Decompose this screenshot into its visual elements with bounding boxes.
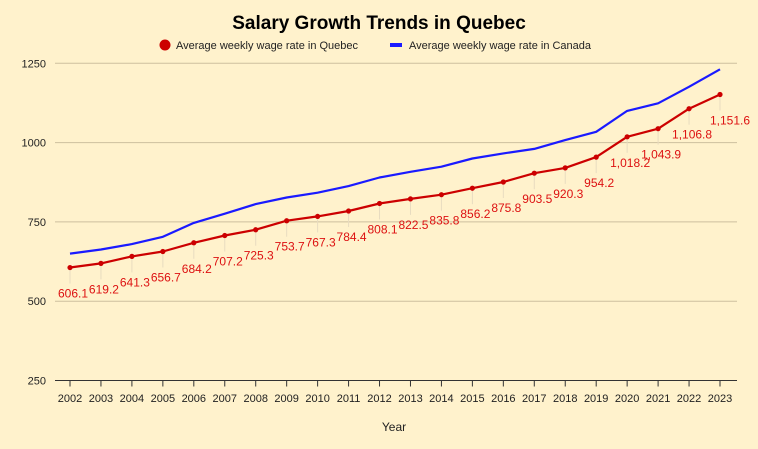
data-label: 619.2 bbox=[89, 282, 119, 296]
legend-marker-quebec bbox=[159, 39, 171, 51]
data-label: 725.3 bbox=[244, 249, 274, 263]
data-point bbox=[284, 218, 290, 224]
data-point bbox=[315, 213, 321, 220]
x-tick-label: 2006 bbox=[182, 393, 206, 405]
x-tick-label: 2021 bbox=[646, 393, 670, 405]
x-tick-label: 2013 bbox=[398, 393, 422, 405]
data-label: 903.5 bbox=[522, 192, 552, 206]
x-tick-label: 2016 bbox=[491, 393, 515, 405]
data-label: 954.2 bbox=[584, 176, 614, 190]
data-point bbox=[98, 260, 104, 266]
x-tick-label: 2009 bbox=[274, 393, 298, 405]
x-tick-label: 2015 bbox=[460, 393, 484, 405]
data-point bbox=[500, 179, 506, 185]
legend: Average weekly wage rate in Quebec Avera… bbox=[159, 39, 592, 52]
data-label: 856.2 bbox=[460, 207, 490, 221]
data-label: 1,018.2 bbox=[610, 156, 650, 170]
x-tick-label: 2005 bbox=[151, 393, 175, 405]
data-point bbox=[407, 196, 414, 202]
x-tick-label: 2010 bbox=[305, 393, 329, 405]
data-point bbox=[376, 200, 383, 207]
data-label: 641.3 bbox=[120, 275, 150, 289]
data-label: 1,043.9 bbox=[641, 148, 681, 162]
x-tick-label: 2014 bbox=[429, 393, 453, 405]
data-point bbox=[531, 170, 537, 176]
data-point bbox=[562, 165, 568, 171]
x-tick-label: 2002 bbox=[58, 393, 82, 405]
series-line-canada bbox=[69, 68, 721, 255]
x-tick-label: 2007 bbox=[213, 393, 237, 405]
data-label: 606.1 bbox=[58, 287, 88, 301]
data-label: 707.2 bbox=[213, 254, 243, 268]
y-tick-label: 1250 bbox=[22, 58, 46, 70]
data-point bbox=[624, 134, 630, 140]
y-tick-label: 250 bbox=[28, 376, 46, 388]
data-point bbox=[438, 192, 445, 198]
data-label: 1,151.6 bbox=[710, 114, 750, 128]
data-point bbox=[222, 232, 228, 239]
data-label: 767.3 bbox=[306, 235, 336, 249]
data-label: 684.2 bbox=[182, 262, 212, 276]
data-label: 875.8 bbox=[491, 201, 521, 215]
x-tick-label: 2004 bbox=[120, 393, 144, 405]
data-point bbox=[686, 106, 692, 112]
x-tick-label: 2012 bbox=[367, 393, 391, 405]
data-point bbox=[160, 248, 166, 255]
data-point bbox=[593, 154, 599, 160]
chart-title: Salary Growth Trends in Quebec bbox=[232, 13, 526, 34]
y-tick-label: 1000 bbox=[22, 138, 46, 150]
legend-label-quebec: Average weekly wage rate in Quebec bbox=[176, 40, 359, 52]
x-tick-label: 2020 bbox=[615, 393, 639, 405]
series-line-quebec bbox=[69, 93, 721, 269]
data-label: 835.8 bbox=[429, 214, 459, 228]
x-tick-label: 2022 bbox=[677, 393, 701, 405]
data-label: 784.4 bbox=[337, 230, 367, 244]
x-tick-label: 2019 bbox=[584, 393, 608, 405]
data-point bbox=[717, 91, 723, 98]
data-label: 1,106.8 bbox=[672, 128, 712, 142]
x-tick-label: 2017 bbox=[522, 393, 546, 405]
x-tick-label: 2008 bbox=[243, 393, 267, 405]
data-point bbox=[129, 253, 135, 259]
x-axis-title: Year bbox=[382, 420, 406, 434]
legend-marker-canada bbox=[390, 43, 402, 47]
data-point bbox=[253, 227, 259, 233]
y-tick-label: 750 bbox=[28, 217, 46, 229]
x-tick-label: 2023 bbox=[708, 393, 732, 405]
data-point bbox=[469, 185, 475, 191]
data-label: 822.5 bbox=[398, 218, 428, 232]
data-point bbox=[345, 208, 352, 214]
data-point bbox=[191, 240, 197, 246]
data-label: 656.7 bbox=[151, 270, 181, 284]
x-tick-label: 2011 bbox=[337, 393, 361, 405]
data-label: 920.3 bbox=[553, 187, 583, 201]
data-point bbox=[655, 126, 661, 132]
x-tick-label: 2018 bbox=[553, 393, 577, 405]
data-label: 753.7 bbox=[275, 240, 305, 254]
data-label: 808.1 bbox=[368, 222, 398, 236]
legend-label-canada: Average weekly wage rate in Canada bbox=[409, 40, 592, 52]
y-tick-label: 500 bbox=[28, 296, 46, 308]
x-tick-label: 2003 bbox=[89, 393, 113, 405]
data-point bbox=[67, 264, 73, 271]
